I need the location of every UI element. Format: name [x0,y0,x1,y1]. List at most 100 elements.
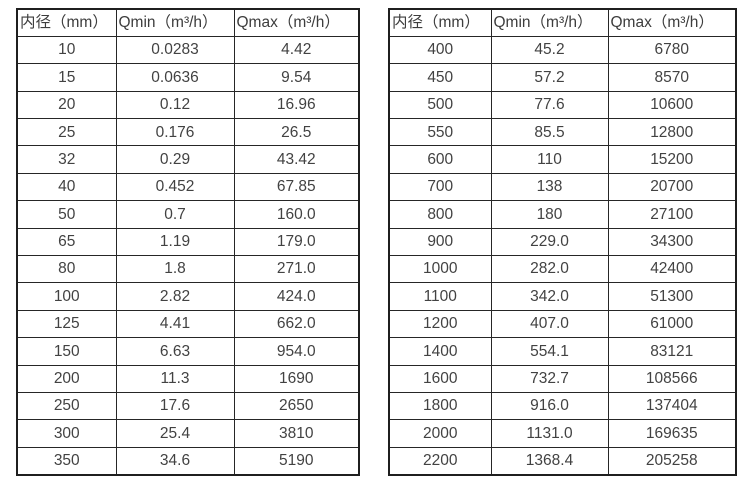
table-header-row: 内径（mm） Qmin（m³/h） Qmax（m³/h） [16,8,360,37]
table-cell: 0.29 [115,145,235,174]
table-cell: 2.82 [115,282,235,311]
table-cell: 125 [16,309,117,339]
table-cell: 61000 [607,309,737,339]
header-qmax: Qmax（m³/h） [233,8,360,37]
table-cell: 229.0 [490,227,609,257]
table-cell: 4.42 [233,35,360,65]
table-cell: 85.5 [490,118,609,147]
header-inner-diameter: 内径（mm） [16,8,117,37]
table-cell: 57.2 [490,63,609,92]
table-cell: 25 [16,118,117,147]
table-cell: 200 [16,364,117,393]
table-row: 600 110 15200 [388,145,737,174]
table-cell: 138 [490,172,609,202]
table-cell: 169635 [607,419,737,448]
table-row: 2000 1131.0 169635 [388,419,737,448]
table-cell: 10600 [607,90,737,120]
table-cell: 1400 [388,337,492,366]
table-cell: 1690 [233,364,360,393]
table-cell: 0.0283 [115,35,235,65]
table-row: 1600 732.7 108566 [388,364,737,393]
table-cell: 20700 [607,172,737,202]
table-cell: 20 [16,90,117,120]
table-row: 200 11.3 1690 [16,364,360,393]
table-cell: 500 [388,90,492,120]
table-body: 10 0.0283 4.42 15 0.0636 9.54 20 0.12 16.96 25 0.1… [16,35,360,476]
header-inner-diameter: 内径（mm） [388,8,492,37]
table-cell: 6.63 [115,337,235,366]
table-cell: 3810 [233,419,360,448]
table-cell: 1368.4 [490,446,609,476]
table-cell: 137404 [607,391,737,421]
table-cell: 1.8 [115,255,235,284]
table-cell: 77.6 [490,90,609,120]
table-cell: 1800 [388,391,492,421]
table-row: 500 77.6 10600 [388,90,737,120]
table-cell: 732.7 [490,364,609,393]
header-qmin: Qmin（m³/h） [115,8,235,37]
table-cell: 4.41 [115,309,235,339]
table-row: 32 0.29 43.42 [16,145,360,174]
table-cell: 45.2 [490,35,609,65]
table-cell: 80 [16,255,117,284]
table-cell: 10 [16,35,117,65]
table-cell: 2650 [233,391,360,421]
table-row: 1100 342.0 51300 [388,282,737,311]
table-cell: 67.85 [233,172,360,202]
table-cell: 2200 [388,446,492,476]
table-cell: 160.0 [233,200,360,229]
table-cell: 5190 [233,446,360,476]
flow-table-large-diameters: 内径（mm） Qmin（m³/h） Qmax（m³/h） 400 45.2 6780… [388,8,737,476]
table-row: 250 17.6 2650 [16,391,360,421]
table-cell: 8570 [607,63,737,92]
table-row: 100 2.82 424.0 [16,282,360,311]
table-cell: 43.42 [233,145,360,174]
table-cell: 65 [16,227,117,257]
table-cell: 662.0 [233,309,360,339]
table-row: 80 1.8 271.0 [16,255,360,284]
table-cell: 205258 [607,446,737,476]
table-cell: 179.0 [233,227,360,257]
table-cell: 282.0 [490,255,609,284]
table-cell: 150 [16,337,117,366]
table-cell: 15200 [607,145,737,174]
table-cell: 554.1 [490,337,609,366]
table-cell: 50 [16,200,117,229]
table-cell: 1131.0 [490,419,609,448]
table-row: 800 180 27100 [388,200,737,229]
table-cell: 83121 [607,337,737,366]
table-row: 400 45.2 6780 [388,35,737,65]
table-row: 900 229.0 34300 [388,227,737,257]
table-row: 2200 1368.4 205258 [388,446,737,476]
table-row: 40 0.452 67.85 [16,172,360,202]
table-cell: 0.452 [115,172,235,202]
table-cell: 110 [490,145,609,174]
table-row: 150 6.63 954.0 [16,337,360,366]
flow-table-small-diameters: 内径（mm） Qmin（m³/h） Qmax（m³/h） 10 0.0283 4.4… [16,8,360,476]
table-row: 20 0.12 16.96 [16,90,360,120]
table-cell: 600 [388,145,492,174]
table-cell: 800 [388,200,492,229]
table-row: 700 138 20700 [388,172,737,202]
table-cell: 0.0636 [115,63,235,92]
table-row: 1200 407.0 61000 [388,309,737,339]
table-cell: 1600 [388,364,492,393]
table-cell: 0.7 [115,200,235,229]
table-cell: 0.176 [115,118,235,147]
header-qmin: Qmin（m³/h） [490,8,609,37]
table-cell: 550 [388,118,492,147]
table-cell: 40 [16,172,117,202]
table-cell: 16.96 [233,90,360,120]
table-cell: 1100 [388,282,492,311]
table-cell: 51300 [607,282,737,311]
table-cell: 700 [388,172,492,202]
table-cell: 11.3 [115,364,235,393]
table-cell: 2000 [388,419,492,448]
table-cell: 1.19 [115,227,235,257]
table-cell: 424.0 [233,282,360,311]
table-cell: 900 [388,227,492,257]
table-body: 400 45.2 6780 450 57.2 8570 500 77.6 10600 550 85.… [388,35,737,476]
table-header-row: 内径（mm） Qmin（m³/h） Qmax（m³/h） [388,8,737,37]
table-cell: 300 [16,419,117,448]
table-cell: 342.0 [490,282,609,311]
